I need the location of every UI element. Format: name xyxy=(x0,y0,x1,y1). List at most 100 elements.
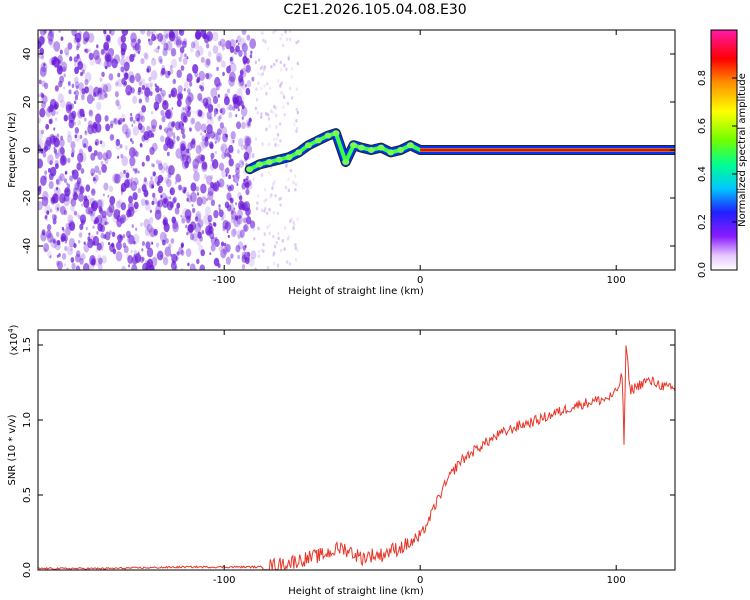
noise-blob xyxy=(221,245,224,249)
noise-blob xyxy=(252,227,256,232)
noise-blob xyxy=(151,241,154,245)
noise-blob xyxy=(234,215,239,221)
noise-blob xyxy=(256,201,259,205)
noise-blob xyxy=(109,230,112,235)
noise-blob xyxy=(180,146,188,157)
noise-blob xyxy=(263,232,266,236)
noise-blob xyxy=(165,33,169,39)
noise-blob xyxy=(105,82,112,93)
noise-blob xyxy=(255,87,258,91)
noise-blob xyxy=(97,151,103,161)
noise-blob xyxy=(223,242,231,254)
noise-blob xyxy=(243,178,246,183)
noise-blob xyxy=(158,124,163,130)
noise-blob xyxy=(143,189,149,198)
noise-blob xyxy=(233,216,241,228)
noise-blob xyxy=(295,40,298,45)
noise-blob xyxy=(241,42,248,53)
noise-blob xyxy=(241,182,247,190)
noise-blob xyxy=(206,43,210,49)
noise-blob xyxy=(180,65,185,71)
noise-blob xyxy=(292,220,295,225)
noise-blob xyxy=(78,31,82,37)
noise-blob xyxy=(138,81,142,87)
noise-blob xyxy=(159,58,163,65)
noise-blob xyxy=(244,137,251,147)
noise-blob xyxy=(217,115,221,122)
noise-blob xyxy=(125,131,128,135)
noise-blob xyxy=(272,137,276,142)
noise-blob xyxy=(204,206,211,216)
noise-blob xyxy=(254,60,258,65)
noise-blob xyxy=(151,200,155,206)
noise-blob xyxy=(44,215,48,220)
noise-blob xyxy=(150,176,153,180)
noise-blob xyxy=(225,173,228,177)
noise-blob xyxy=(206,124,213,135)
noise-blob xyxy=(149,227,156,238)
noise-blob xyxy=(235,114,238,118)
noise-blob xyxy=(285,67,288,71)
noise-blob xyxy=(220,146,224,152)
noise-blob xyxy=(235,167,240,175)
noise-blob xyxy=(101,164,107,173)
noise-blob xyxy=(207,34,211,40)
noise-blob xyxy=(67,130,72,138)
noise-blob xyxy=(47,30,54,39)
snr-xtick-label: -100 xyxy=(213,575,236,586)
noise-blob xyxy=(153,49,156,53)
noise-blob xyxy=(201,82,205,87)
noise-blob xyxy=(154,175,160,185)
noise-blob xyxy=(172,78,177,85)
noise-blob xyxy=(213,113,216,117)
noise-blob xyxy=(201,135,206,142)
noise-blob xyxy=(167,70,171,76)
spectrogram-ytick-label: 0 xyxy=(22,147,33,153)
noise-blob xyxy=(73,187,78,194)
noise-blob xyxy=(66,135,73,144)
noise-blob xyxy=(163,198,168,205)
noise-blob xyxy=(240,100,244,107)
noise-blob xyxy=(81,203,84,207)
noise-blob xyxy=(60,135,64,141)
noise-blob xyxy=(249,54,253,59)
noise-blob xyxy=(66,267,69,270)
noise-blob xyxy=(287,177,290,181)
noise-blob xyxy=(131,140,134,145)
noise-blob xyxy=(153,228,158,236)
noise-blob xyxy=(280,90,283,95)
noise-blob xyxy=(52,193,59,204)
noise-blob xyxy=(297,39,300,44)
noise-blob xyxy=(191,138,196,145)
noise-blob xyxy=(134,42,140,51)
colorbar-ticks: 0.0 0.2 0.4 0.6 0.8 xyxy=(697,70,737,278)
noise-blob xyxy=(271,186,274,191)
noise-blob xyxy=(261,142,264,146)
noise-blob xyxy=(295,129,298,134)
noise-blob xyxy=(174,180,178,185)
noise-blob xyxy=(257,254,261,259)
noise-blob xyxy=(47,232,54,244)
noise-blob xyxy=(70,248,73,252)
noise-blob xyxy=(100,82,108,93)
noise-blob xyxy=(215,258,218,262)
noise-blob xyxy=(274,30,277,33)
noise-blob xyxy=(272,251,276,256)
noise-blob xyxy=(266,46,270,51)
noise-blob xyxy=(145,266,149,270)
noise-blob xyxy=(162,162,168,171)
noise-blob xyxy=(54,85,59,92)
noise-blob xyxy=(238,49,243,57)
noise-blob xyxy=(137,38,141,45)
colorbar-tick-label: 0.0 xyxy=(697,262,708,278)
noise-blob xyxy=(97,94,102,101)
noise-blob xyxy=(220,143,228,154)
noise-blob xyxy=(272,250,276,255)
noise-blob xyxy=(49,39,56,49)
noise-blob xyxy=(263,209,266,213)
noise-blob xyxy=(150,70,158,81)
noise-blob xyxy=(219,108,223,114)
noise-blob xyxy=(230,209,234,215)
colorbar: 0.0 0.2 0.4 0.6 0.8 Normalized spectral ampl… xyxy=(697,29,748,278)
